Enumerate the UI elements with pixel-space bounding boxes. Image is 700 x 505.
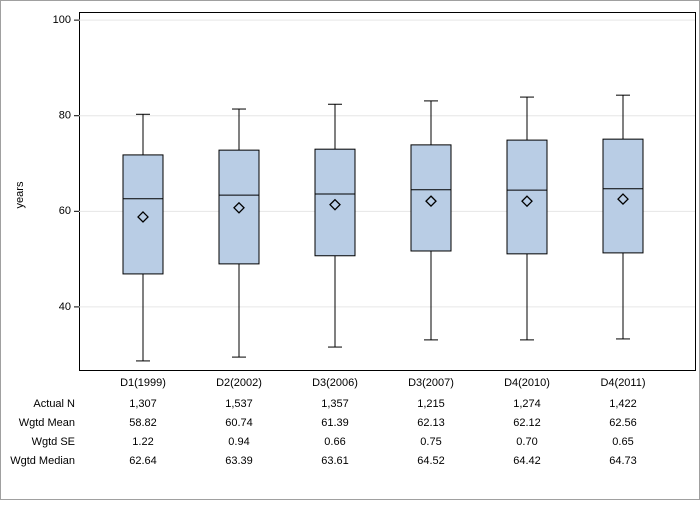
x-tick-label: D4(2011)	[600, 377, 645, 389]
table-cell: 64.52	[417, 455, 445, 467]
table-cell: 61.39	[321, 417, 349, 429]
table-cell: 1,307	[129, 398, 157, 410]
table-cell: 63.61	[321, 455, 349, 467]
y-tick-label: 80	[59, 110, 71, 122]
table-cell: 62.12	[513, 417, 541, 429]
y-tick-label: 100	[53, 14, 71, 26]
table-cell: 0.94	[228, 436, 249, 448]
x-tick-label: D2(2002)	[216, 377, 262, 389]
table-cell: 1,274	[513, 398, 541, 410]
box	[602, 138, 644, 254]
mean-marker	[233, 201, 245, 214]
table-cell: 64.42	[513, 455, 541, 467]
table-cell: 0.65	[612, 436, 633, 448]
table-cell: 0.70	[516, 436, 537, 448]
table-cell: 58.82	[129, 417, 157, 429]
table-row-label: Wgtd Mean	[19, 417, 75, 429]
mean-marker	[329, 198, 341, 211]
mean-marker	[617, 193, 629, 205]
box	[314, 148, 356, 257]
x-tick-label: D4(2010)	[504, 377, 550, 389]
box	[410, 144, 452, 252]
mean-marker	[425, 195, 437, 208]
table-cell: 62.64	[129, 455, 157, 467]
table-cell: 0.66	[324, 436, 345, 448]
table-cell: 1.22	[132, 436, 153, 448]
x-tick-label: D3(2007)	[408, 377, 454, 389]
table-row-label: Wgtd Median	[10, 455, 75, 467]
mean-marker	[521, 195, 533, 208]
table-row-label: Actual N	[33, 398, 75, 410]
y-axis-label: years	[14, 181, 26, 208]
x-tick-label: D1(1999)	[120, 377, 166, 389]
x-tick-label: D3(2006)	[312, 377, 358, 389]
table-cell: 1,357	[321, 398, 349, 410]
table-cell: 64.73	[609, 455, 637, 467]
plot-area	[79, 12, 696, 371]
table-cell: 60.74	[225, 417, 253, 429]
y-tick-label: 60	[59, 205, 71, 217]
table-cell: 1,422	[609, 398, 637, 410]
box	[122, 154, 164, 275]
table-cell: 62.56	[609, 417, 637, 429]
table-cell: 1,537	[225, 398, 253, 410]
mean-marker	[137, 211, 149, 223]
table-cell: 0.75	[420, 436, 441, 448]
table-row-label: Wgtd SE	[32, 436, 75, 448]
box	[218, 149, 260, 265]
table-cell: 62.13	[417, 417, 445, 429]
table-cell: 1,215	[417, 398, 445, 410]
y-tick-label: 40	[59, 301, 71, 313]
table-cell: 63.39	[225, 455, 253, 467]
